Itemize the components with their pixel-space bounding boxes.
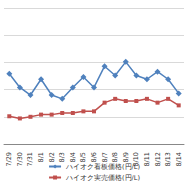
svg-text:ハイオク看板価格(円/L): ハイオク看板価格(円/L) bbox=[65, 163, 140, 171]
svg-text:7/29: 7/29 bbox=[5, 152, 13, 167]
svg-text:8/14: 8/14 bbox=[175, 152, 183, 167]
svg-text:8/5: 8/5 bbox=[79, 152, 87, 162]
svg-text:8/3: 8/3 bbox=[58, 152, 66, 162]
svg-text:8/10: 8/10 bbox=[132, 152, 141, 167]
svg-text:8/9: 8/9 bbox=[122, 152, 130, 162]
svg-text:8/11: 8/11 bbox=[143, 152, 151, 167]
svg-text:7/31: 7/31 bbox=[26, 152, 34, 167]
svg-text:8/2: 8/2 bbox=[48, 152, 56, 162]
svg-text:8/1: 8/1 bbox=[37, 152, 45, 162]
svg-text:8/8: 8/8 bbox=[111, 152, 119, 162]
svg-text:8/12: 8/12 bbox=[154, 152, 162, 167]
svg-text:8/6: 8/6 bbox=[90, 152, 98, 162]
svg-text:8/7: 8/7 bbox=[101, 152, 109, 162]
svg-text:8/4: 8/4 bbox=[69, 152, 77, 162]
svg-text:8/13: 8/13 bbox=[164, 152, 172, 167]
svg-text:7/30: 7/30 bbox=[16, 152, 24, 167]
svg-text:ハイオク実売価格(円/L): ハイオク実売価格(円/L) bbox=[65, 174, 140, 182]
